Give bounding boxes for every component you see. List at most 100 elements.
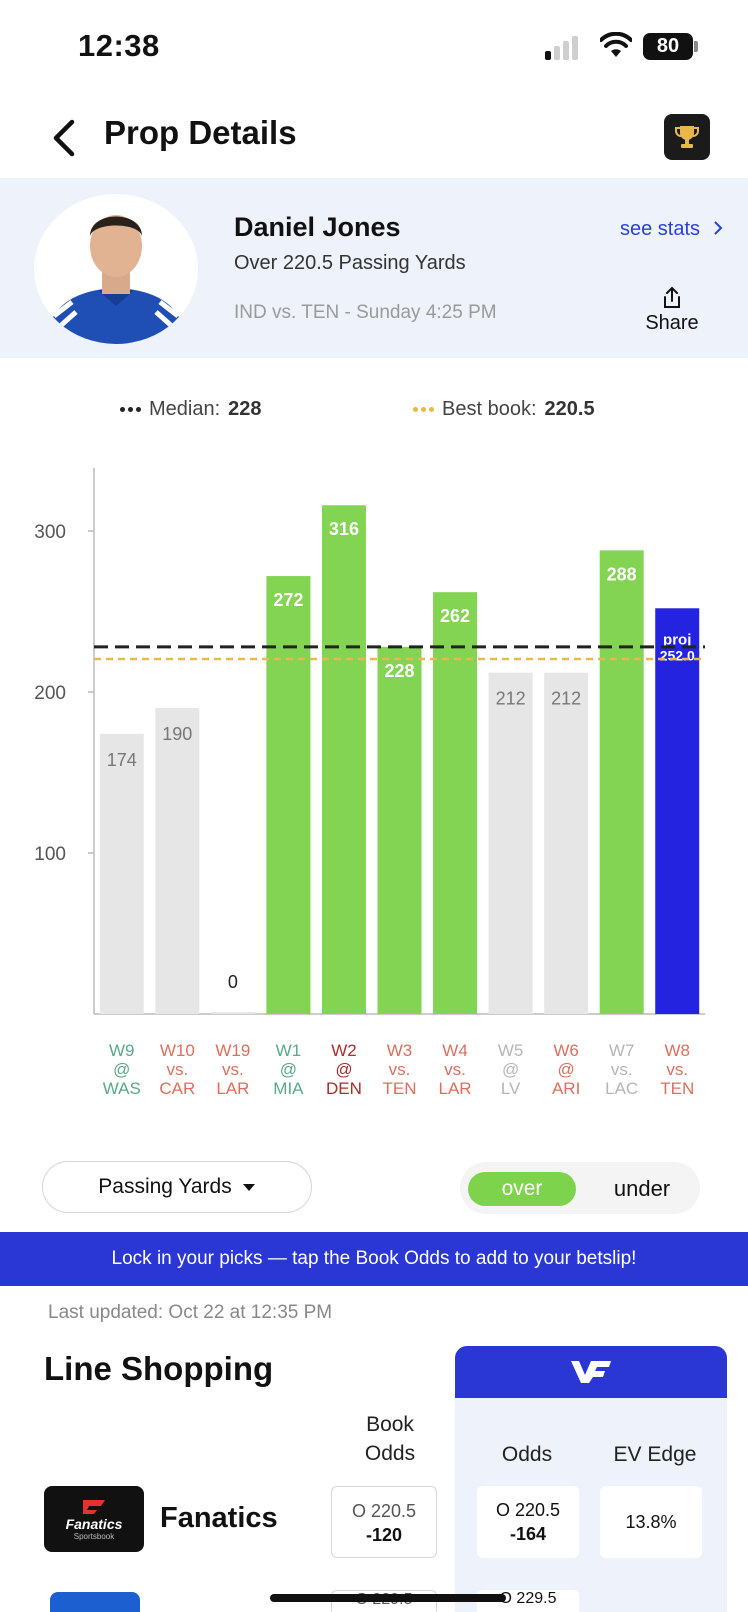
fanatics-logo: Fanatics Sportsbook — [44, 1486, 144, 1552]
fanatics-logo-text: Fanatics — [65, 1515, 123, 1532]
x-tick-label: W8 — [664, 1041, 690, 1060]
stat-type-dropdown[interactable]: Passing Yards — [42, 1161, 312, 1213]
bar-value-label: 252.0 — [660, 647, 695, 663]
cellular-signal-icon — [545, 36, 585, 60]
y-tick-label: 200 — [34, 683, 66, 704]
projection-label: proj — [663, 631, 691, 648]
x-tick-label: W10 — [160, 1041, 195, 1060]
y-tick-label: 300 — [34, 522, 66, 543]
x-tick-label: vs. — [222, 1060, 244, 1079]
ev-edge-value: 13.8% — [625, 1512, 677, 1532]
trophy-button[interactable] — [664, 114, 710, 160]
fanatics-logo-sub: Sportsbook — [73, 1531, 115, 1541]
bar-value-label: 212 — [551, 689, 581, 709]
book-row-fanatics: Fanatics Sportsbook Fanatics O 220.5 -12… — [44, 1486, 744, 1558]
bar-value-label: 212 — [496, 689, 526, 709]
x-tick-label: LV — [501, 1079, 521, 1098]
vf-odds-cell: O 220.5 -164 — [477, 1486, 579, 1558]
x-tick-label: LAC — [605, 1079, 638, 1098]
vf-panel: Odds EV Edge — [455, 1346, 727, 1612]
x-tick-label: W1 — [276, 1041, 302, 1060]
share-button[interactable]: Share — [637, 286, 707, 335]
vf-odds-price: -164 — [509, 1524, 547, 1544]
status-time: 12:38 — [78, 28, 160, 63]
x-tick-label: @ — [558, 1060, 575, 1079]
player-avatar — [34, 194, 198, 344]
bar-value-label: 0 — [228, 972, 238, 992]
under-toggle[interactable]: under — [613, 1176, 671, 1201]
prop-line: Over 220.5 Passing Yards — [234, 252, 466, 274]
bar — [377, 646, 422, 1014]
x-tick-label: @ — [113, 1060, 130, 1079]
median-dots-icon — [120, 407, 141, 412]
x-tick-label: LAR — [216, 1079, 249, 1098]
share-label: Share — [645, 312, 699, 334]
bar — [266, 576, 311, 1014]
back-arrow-icon[interactable] — [44, 116, 84, 160]
x-tick-label: W4 — [442, 1041, 468, 1060]
bar-value-label: 288 — [607, 564, 637, 584]
bar — [321, 505, 366, 1014]
last-updated: Last updated: Oct 22 at 12:35 PM — [48, 1302, 333, 1323]
bar-value-label: 272 — [273, 590, 303, 610]
fanduel-logo — [50, 1592, 140, 1612]
book-name: Fanatics — [160, 1502, 278, 1534]
passing-yards-chart: 100 200 300 174 W9 @ WAS 190 W10 vs. CAR 0 W19 vs. LAR… — [0, 460, 748, 1100]
see-stats-label: see stats — [620, 218, 701, 240]
vf-logo-icon — [571, 1361, 611, 1383]
player-name: Daniel Jones — [234, 212, 401, 242]
x-tick-label: W3 — [387, 1041, 413, 1060]
trophy-icon — [675, 126, 699, 148]
best-book-dots-icon — [413, 407, 434, 412]
betslip-banner[interactable]: Lock in your picks — tap the Book Odds t… — [0, 1232, 748, 1286]
see-stats-link[interactable]: see stats — [620, 218, 724, 241]
home-indicator — [270, 1594, 506, 1602]
bar — [655, 608, 700, 1014]
next-vf-odds-line: O 229.5 — [499, 1590, 557, 1607]
median-legend: Median: 228 — [120, 398, 262, 421]
best-book-label: Best book: — [442, 398, 537, 420]
stat-type-label: Passing Yards — [98, 1175, 232, 1198]
bar — [155, 708, 200, 1014]
x-tick-label: W7 — [609, 1041, 635, 1060]
bar-value-label: 316 — [329, 519, 359, 539]
best-book-legend: Best book: 220.5 — [413, 398, 595, 421]
chart-svg: 100200300174W9@WAS190W10vs.CAR0W19vs.LAR… — [34, 468, 705, 1098]
x-tick-label: @ — [335, 1060, 352, 1079]
x-tick-label: W6 — [553, 1041, 579, 1060]
bar — [488, 672, 533, 1014]
bar — [99, 733, 144, 1014]
x-tick-label: MIA — [273, 1079, 304, 1098]
x-tick-label: TEN — [383, 1079, 417, 1098]
odds-header: Odds — [501, 1443, 553, 1466]
x-tick-label: vs. — [166, 1060, 188, 1079]
x-tick-label: WAS — [103, 1079, 141, 1098]
book-odds-header: Book Odds — [364, 1413, 416, 1465]
x-tick-label: W5 — [498, 1041, 524, 1060]
over-under-toggle: over under — [460, 1162, 700, 1214]
x-tick-label: @ — [502, 1060, 519, 1079]
chevron-right-icon — [713, 221, 723, 235]
x-tick-label: LAR — [439, 1079, 472, 1098]
share-icon — [664, 286, 680, 308]
bar — [599, 550, 644, 1014]
best-book-value: 220.5 — [544, 398, 595, 420]
game-info: IND vs. TEN - Sunday 4:25 PM — [234, 302, 497, 323]
x-tick-label: TEN — [660, 1079, 694, 1098]
line-shopping-title: Line Shopping — [44, 1350, 274, 1387]
header: Prop Details — [0, 100, 748, 176]
x-tick-label: @ — [280, 1060, 297, 1079]
median-label: Median: — [149, 398, 221, 420]
x-tick-label: CAR — [159, 1079, 195, 1098]
vf-header — [455, 1346, 727, 1398]
wifi-icon — [600, 32, 632, 57]
bar — [210, 1012, 255, 1014]
book-odds-line: O 220.5 — [351, 1501, 417, 1521]
x-tick-label: W9 — [109, 1041, 135, 1060]
x-tick-label: vs. — [611, 1060, 633, 1079]
over-toggle[interactable]: over — [468, 1172, 576, 1206]
vf-odds-line: O 220.5 — [495, 1500, 561, 1520]
median-value: 228 — [228, 398, 262, 420]
book-odds-button[interactable]: O 220.5 -120 — [331, 1486, 437, 1558]
x-tick-label: ARI — [552, 1079, 580, 1098]
